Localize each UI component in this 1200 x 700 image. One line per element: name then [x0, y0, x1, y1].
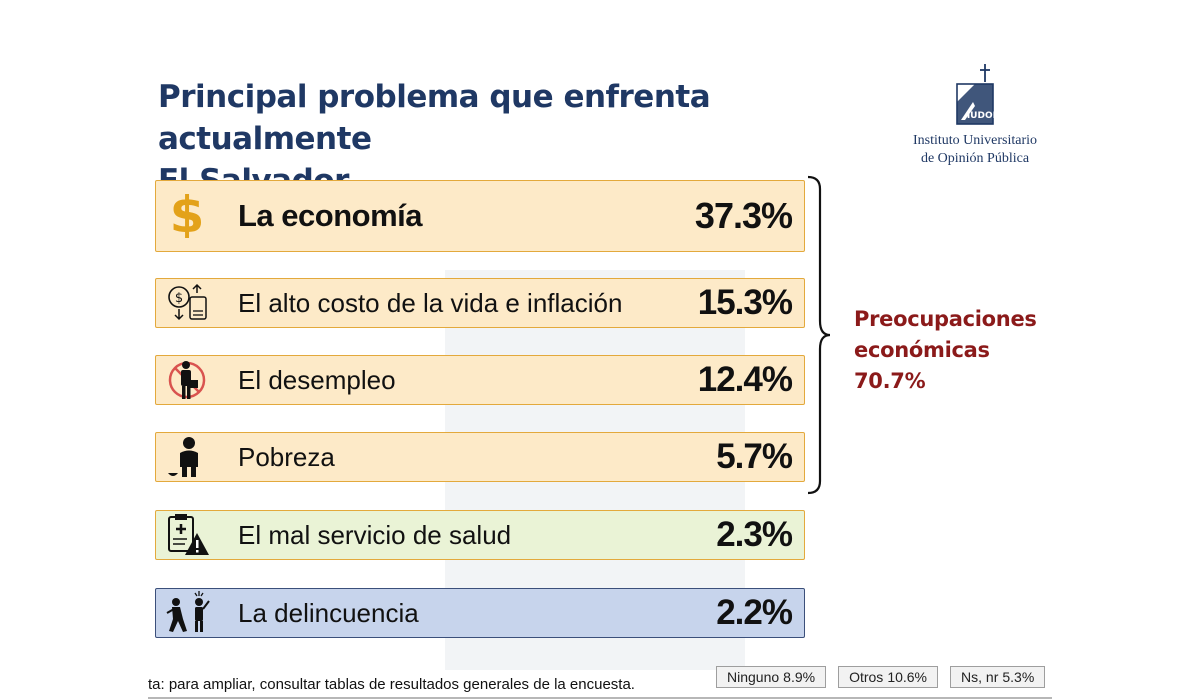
group-label-line-2: económicas [854, 338, 990, 362]
bar-row: El mal servicio de salud 2.3% [155, 510, 805, 560]
other-answer-ninguno: Ninguno 8.9% [716, 666, 827, 688]
institute-name-line-1: Instituto Universitario [912, 133, 1038, 148]
other-answer-label: Otros [849, 669, 884, 685]
bar-label: El alto costo de la vida e inflación [238, 287, 623, 318]
crime-icon [156, 589, 220, 637]
group-brace [807, 175, 831, 495]
title-line-1: Principal problema que enfrenta actualme… [158, 79, 711, 157]
problem-bars: $ La economía 37.3% $ El alto costo de la vi… [155, 0, 807, 700]
other-answer-otros: Otros 10.6% [838, 666, 939, 688]
bar-label: La economía [238, 198, 422, 233]
bar-row: El desempleo 12.4% [155, 355, 805, 405]
bar-row: $ El alto costo de la vida e inflación 15.… [155, 278, 805, 328]
bar-row: $ La economía 37.3% [155, 180, 805, 252]
bar-label: El desempleo [238, 364, 396, 395]
institute-name: Instituto Universitario de Opinión Públi… [900, 132, 1050, 168]
other-answer-value: 8.9% [783, 669, 816, 685]
footer-divider [148, 697, 1052, 699]
bar-label: Pobreza [238, 441, 335, 472]
dollar-icon: $ [156, 181, 220, 251]
footnote: ta: para ampliar, consultar tablas de re… [148, 676, 635, 693]
group-label-line-1: Preocupaciones [854, 307, 1037, 331]
other-answer-value: 10.6% [887, 669, 928, 685]
health-service-icon [156, 511, 220, 559]
institute-logo: IUDOP Instituto Universitario de Opinión… [900, 62, 1050, 168]
bar-value-label: 2.3% [716, 515, 793, 554]
bar-value-label: 2.2% [716, 593, 793, 632]
other-answer-label: Ninguno [727, 669, 780, 685]
bar-value-label: 15.3% [697, 283, 793, 322]
bar-row: Pobreza 5.7% [155, 432, 805, 482]
economic-concerns-label: Preocupaciones económicas 70.7% [854, 304, 1054, 397]
svg-text:$: $ [175, 291, 183, 306]
cost-of-living-icon: $ [156, 279, 220, 327]
unemployment-icon [156, 356, 220, 404]
institute-name-line-2: de Opinión Pública [920, 151, 1030, 166]
other-answer-nsnr: Ns, nr 5.3% [950, 666, 1046, 688]
bar-row: La delincuencia 2.2% [155, 588, 805, 638]
other-answers: Ninguno 8.9% Otros 10.6% Ns, nr 5.3% [716, 666, 1046, 688]
iudop-emblem-icon: IUDOP [956, 64, 999, 125]
logo-mark-text: IUDOP [967, 111, 999, 121]
bar-label: La delincuencia [238, 597, 419, 628]
poverty-icon [156, 433, 220, 481]
bar-value-label: 12.4% [697, 360, 793, 399]
svg-text:$: $ [170, 194, 205, 238]
bar-label: El mal servicio de salud [238, 519, 512, 550]
other-answer-label: Ns, nr [961, 669, 999, 685]
bar-value-label: 37.3% [694, 195, 793, 236]
group-label-line-3: 70.7% [854, 369, 926, 393]
other-answer-value: 5.3% [1002, 669, 1035, 685]
bar-value-label: 5.7% [716, 437, 793, 476]
